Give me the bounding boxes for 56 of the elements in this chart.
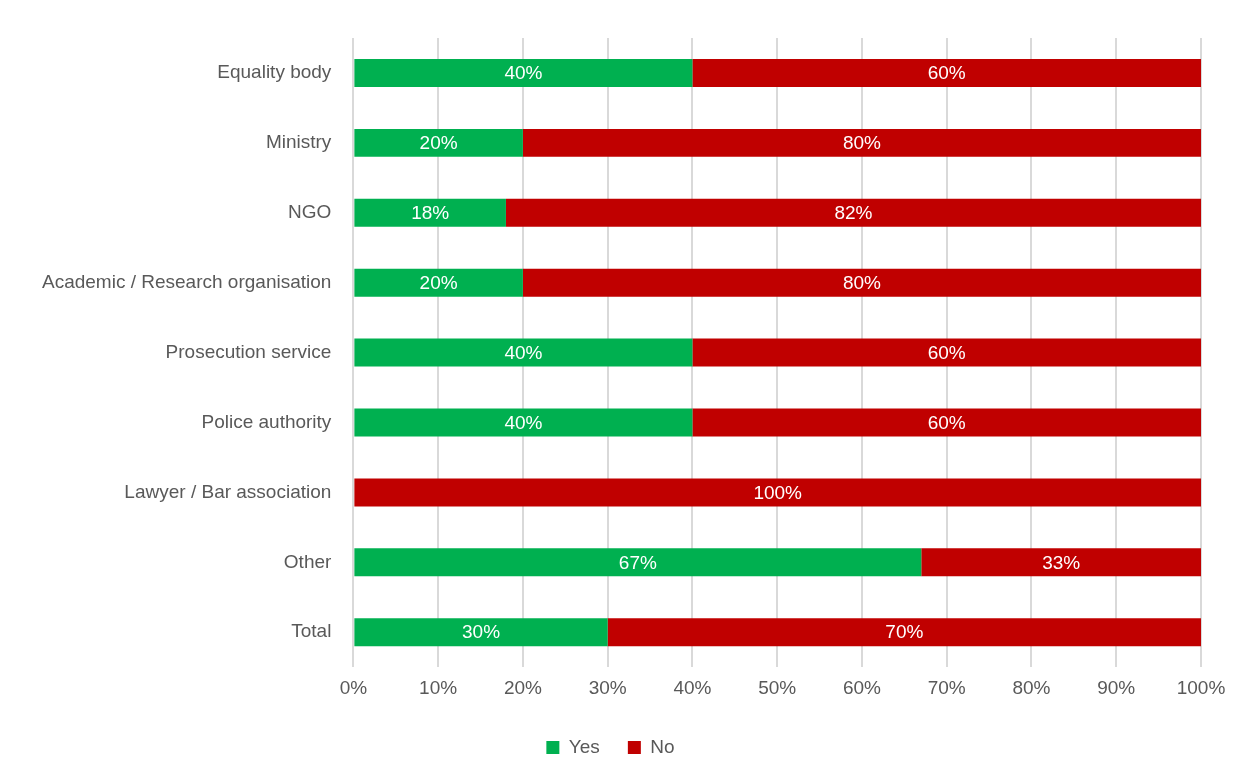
bar bbox=[354, 58, 693, 87]
data-label: 18% bbox=[411, 202, 450, 224]
x-tick-label: 30% bbox=[588, 676, 627, 698]
data-label: 30% bbox=[462, 621, 501, 643]
bar bbox=[522, 128, 1201, 157]
data-label: 82% bbox=[834, 202, 873, 224]
bar bbox=[354, 478, 1201, 507]
x-tick-label: 50% bbox=[758, 676, 797, 698]
data-label: 100% bbox=[753, 481, 803, 503]
y-tick-label: Police authority bbox=[201, 410, 332, 432]
x-tick-label: 100% bbox=[1176, 676, 1226, 698]
x-tick-label: 80% bbox=[1012, 676, 1051, 698]
data-label: 40% bbox=[504, 62, 543, 84]
y-tick-label: Prosecution service bbox=[165, 340, 332, 362]
data-label: 60% bbox=[927, 62, 966, 84]
y-tick-label: Total bbox=[291, 620, 332, 642]
y-tick-label: Other bbox=[283, 550, 333, 572]
y-tick-label: NGO bbox=[288, 201, 332, 223]
data-label: 40% bbox=[504, 341, 543, 363]
bar bbox=[692, 338, 1201, 367]
legend-label: Yes bbox=[568, 735, 600, 757]
bar bbox=[921, 548, 1201, 577]
y-tick-label: Academic / Research organisation bbox=[41, 270, 332, 292]
bar bbox=[692, 408, 1201, 437]
bar bbox=[607, 618, 1201, 647]
data-label: 80% bbox=[842, 132, 882, 154]
x-tick-label: 0% bbox=[339, 676, 368, 698]
bar bbox=[505, 198, 1201, 227]
data-label: 40% bbox=[504, 411, 543, 433]
bar bbox=[522, 268, 1201, 297]
data-label: 67% bbox=[618, 551, 657, 573]
bar bbox=[354, 338, 693, 367]
bar bbox=[354, 408, 693, 437]
data-label: 33% bbox=[1042, 551, 1081, 573]
bar bbox=[354, 548, 922, 577]
bar bbox=[354, 198, 506, 227]
x-tick-label: 70% bbox=[927, 676, 966, 698]
x-tick-label: 90% bbox=[1097, 676, 1136, 698]
x-tick-label: 10% bbox=[419, 676, 458, 698]
data-label: 80% bbox=[842, 271, 882, 293]
legend-label: No bbox=[650, 735, 675, 757]
bar bbox=[354, 128, 523, 157]
data-label: 60% bbox=[927, 411, 966, 433]
bar bbox=[354, 268, 523, 297]
data-label: 70% bbox=[885, 621, 924, 643]
y-tick-label: Equality body bbox=[217, 61, 332, 83]
y-tick-label: Ministry bbox=[265, 131, 332, 153]
x-tick-label: 20% bbox=[503, 676, 543, 698]
data-label: 20% bbox=[419, 271, 458, 293]
bar bbox=[692, 58, 1201, 87]
x-tick-label: 40% bbox=[673, 676, 712, 698]
data-label: 60% bbox=[927, 341, 966, 363]
x-tick-label: 60% bbox=[842, 676, 882, 698]
y-tick-label: Lawyer / Bar association bbox=[124, 480, 332, 502]
data-label: 20% bbox=[419, 132, 458, 154]
bar bbox=[354, 618, 608, 647]
